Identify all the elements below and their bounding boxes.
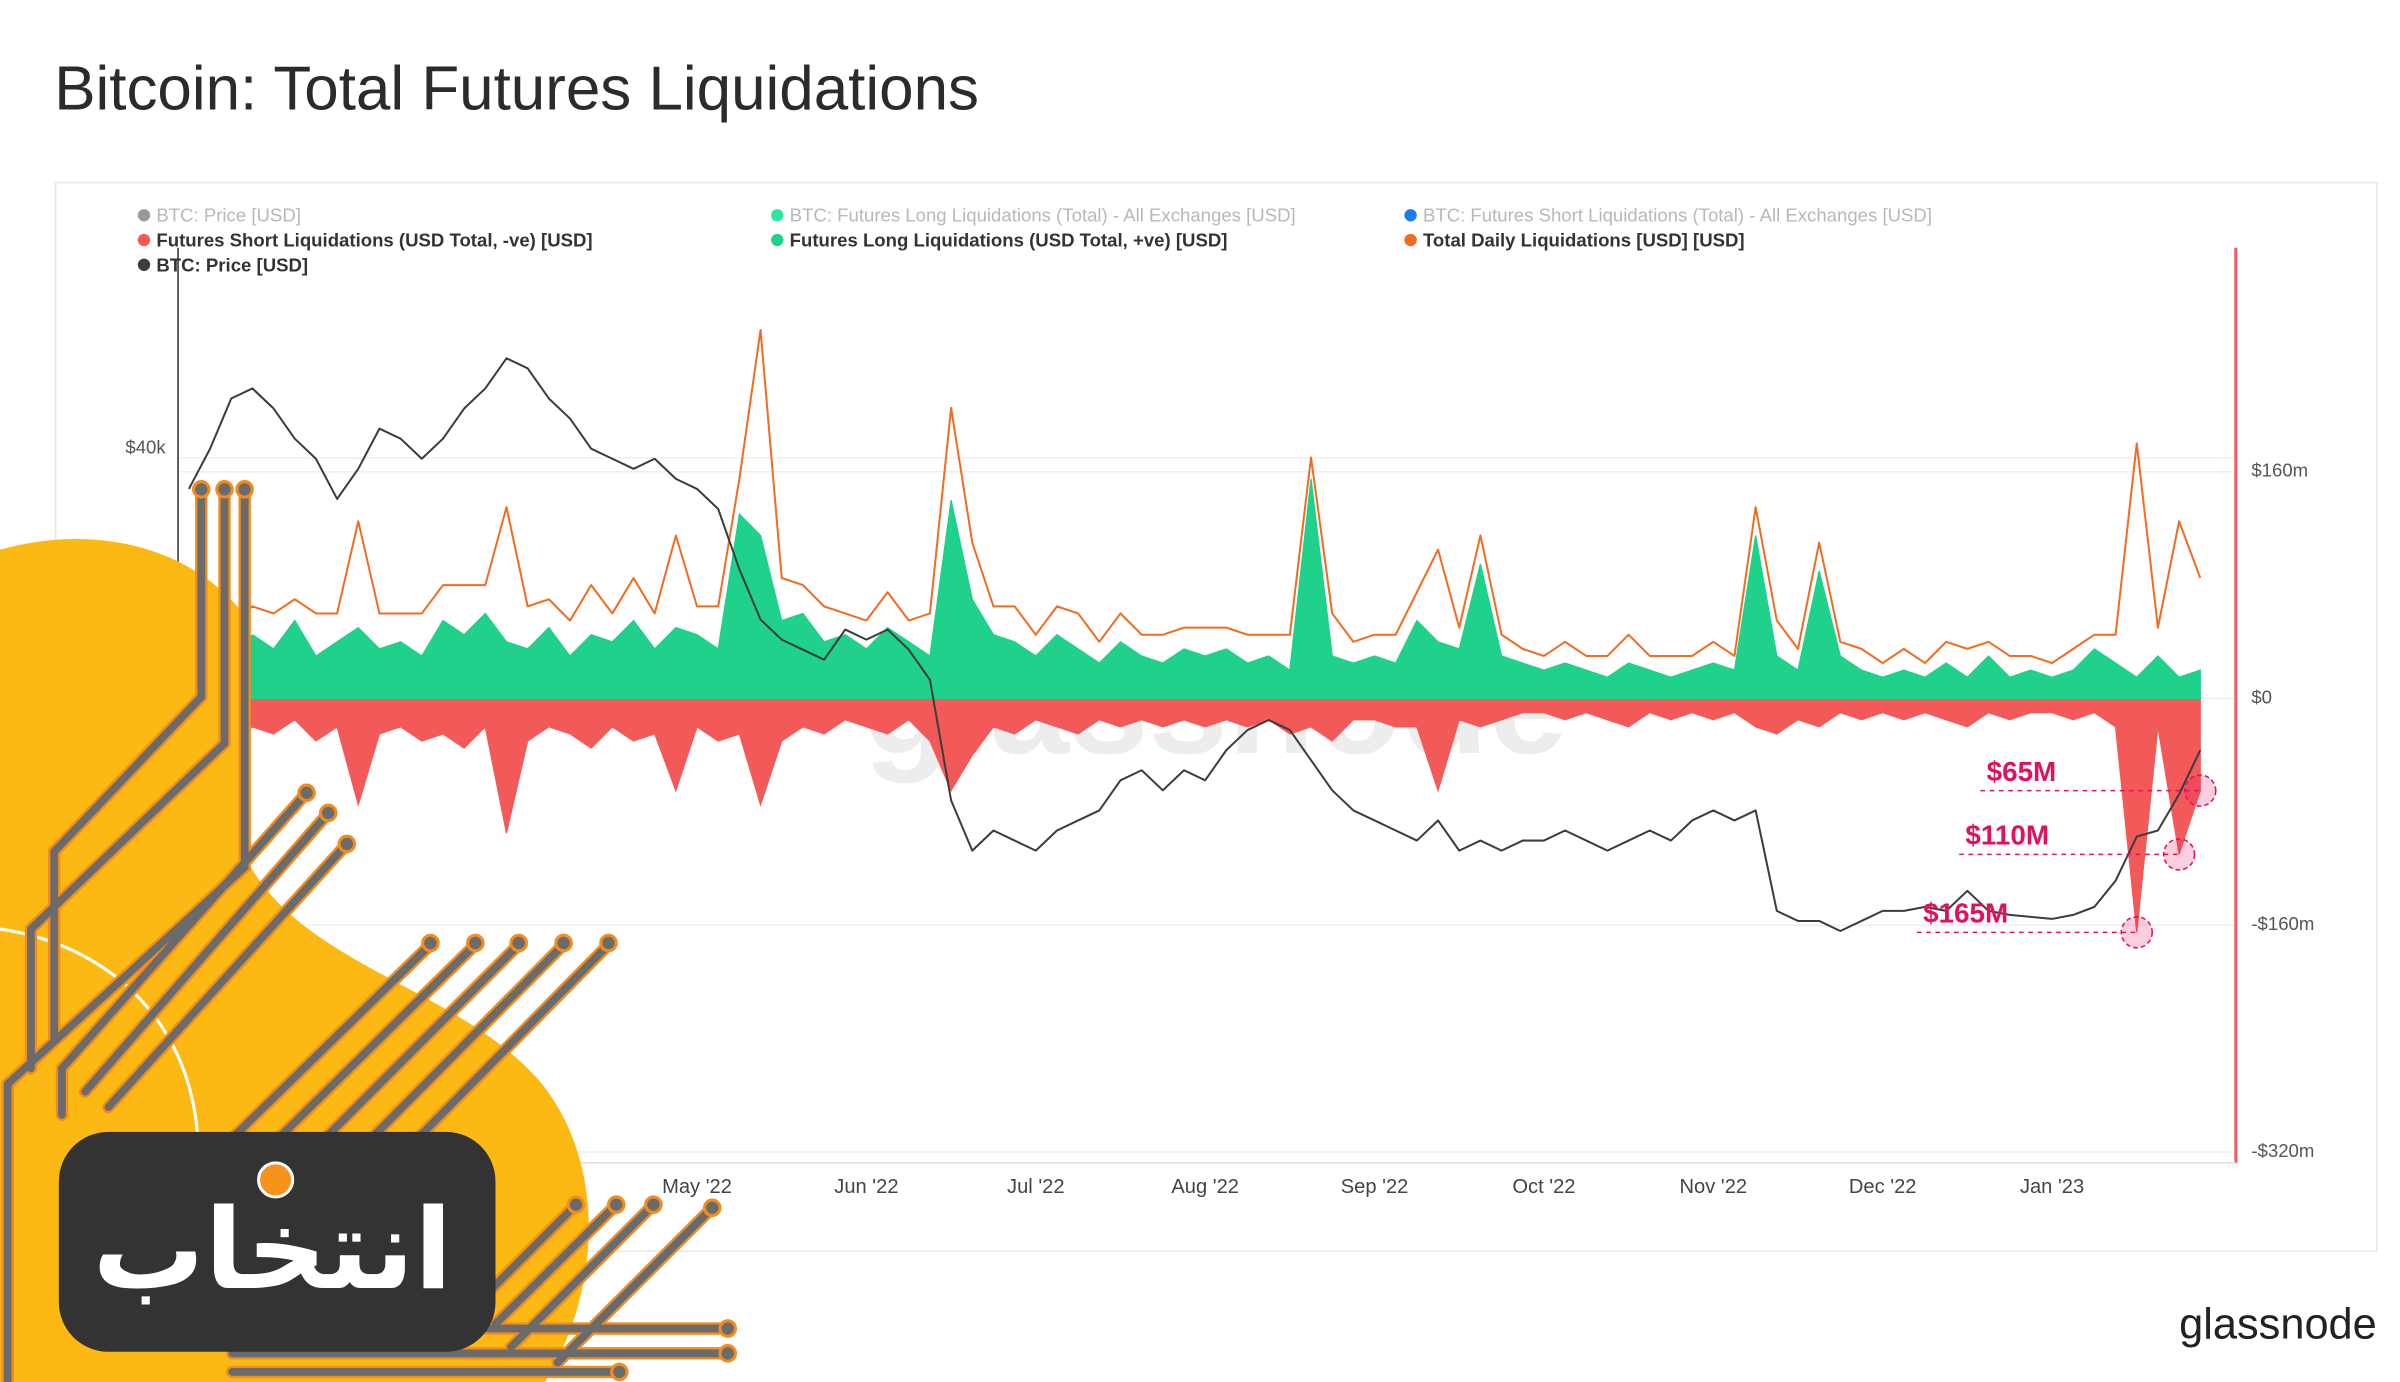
line <box>188 328 2202 665</box>
legend-label: BTC: Price [USD] <box>156 254 308 275</box>
logo-coin <box>257 1161 295 1199</box>
legend-label: Futures Long Liquidations (USD Total, +v… <box>790 229 1228 250</box>
y2-tick-label: -$160m <box>2251 913 2314 934</box>
area <box>188 697 2201 933</box>
circuit-dots <box>192 480 738 1382</box>
legend-marker <box>1404 209 1417 222</box>
x-tick-label: Oct '22 <box>1512 1176 1575 1198</box>
legend-label: BTC: Futures Short Liquidations (Total) … <box>1423 205 1932 226</box>
x-tick-label: Aug '22 <box>1171 1176 1239 1198</box>
legend-marker <box>137 233 151 247</box>
logo-text: انتخاب <box>93 1186 453 1315</box>
legend-label: Total Daily Liquidations [USD] [USD] <box>1423 229 1745 250</box>
x-tick-label: Nov '22 <box>1680 1176 1748 1198</box>
legend-label: BTC: Futures Long Liquidations (Total) -… <box>790 205 1296 226</box>
annotation-marker <box>2162 838 2196 871</box>
annotation-label: $165M <box>1923 898 2008 929</box>
y2-tick-label: $0 <box>2251 686 2272 707</box>
x-tick-label: Jan '23 <box>2020 1176 2084 1198</box>
brand: glassnode <box>2179 1300 2377 1348</box>
x-tick-label: Jun '22 <box>834 1176 898 1198</box>
legend-marker <box>137 209 151 222</box>
legend-label: Futures Short Liquidations (USD Total, -… <box>156 229 592 250</box>
y-tick-label: $40k <box>125 437 166 458</box>
legend-marker <box>771 209 784 222</box>
annotation-label: $65M <box>1987 756 2057 787</box>
x-tick-label: Dec '22 <box>1849 1176 1917 1198</box>
area <box>188 478 2201 700</box>
annotation-label: $110M <box>1965 820 2049 851</box>
annotation-marker <box>2120 916 2153 949</box>
x-tick-label: Sep '22 <box>1341 1176 1409 1198</box>
annotation-marker <box>2183 774 2217 807</box>
circuit-lines <box>3 488 732 1382</box>
line <box>188 357 2202 932</box>
legend-marker <box>1404 233 1417 247</box>
legend-marker <box>137 258 151 271</box>
logo-curve <box>0 927 200 1146</box>
x-tick-label: May '22 <box>662 1176 732 1198</box>
legend-label: BTC: Price [USD] <box>156 205 301 226</box>
y2-tick-label: -$320m <box>2251 1140 2314 1161</box>
x-tick-label: Jul '22 <box>1007 1176 1065 1198</box>
chart-title: Bitcoin: Total Futures Liquidations <box>54 54 979 123</box>
logo-overlay: انتخاب <box>0 480 738 1382</box>
logo-box <box>58 1131 496 1352</box>
legend-marker <box>771 233 784 247</box>
y2-tick-label: $160m <box>2251 460 2308 481</box>
